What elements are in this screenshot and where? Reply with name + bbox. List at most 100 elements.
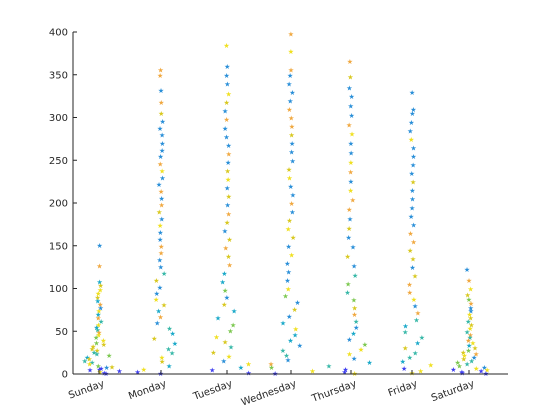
data-point: ★ (106, 352, 112, 360)
data-point: ★ (412, 273, 418, 281)
data-point: ★ (473, 365, 479, 373)
data-point: ★ (348, 178, 354, 186)
data-point: ★ (224, 294, 230, 302)
data-point: ★ (467, 286, 473, 294)
data-point: ★ (410, 162, 416, 170)
data-point: ★ (95, 362, 101, 370)
data-point: ★ (346, 336, 352, 344)
data-point: ★ (157, 284, 163, 292)
y-tick-label: 250 (49, 156, 68, 167)
data-point: ★ (468, 304, 474, 312)
data-point: ★ (224, 80, 230, 88)
data-point: ★ (344, 253, 350, 261)
data-point: ★ (461, 352, 467, 360)
data-point: ★ (410, 144, 416, 152)
plot-area: ★ ★ ★ ★ ★ ★ ★ ★ ★ ★ ★ ★ ★ ★ ★ ★ ★ ★ ★ ★ ★ ★ ★ ★ ★ ★ ★ ★ ★ ★ ★ ★ ★ ★ ★ ★ ★ ★ ★ ★… (82, 31, 491, 378)
data-point: ★ (221, 270, 227, 278)
data-point: ★ (410, 256, 416, 264)
data-point: ★ (465, 337, 471, 345)
data-point: ★ (351, 297, 357, 305)
data-point: ★ (290, 191, 296, 199)
data-point: ★ (245, 361, 251, 369)
data-point: ★ (91, 349, 97, 357)
data-point: ★ (159, 147, 165, 155)
data-point: ★ (97, 301, 103, 309)
data-point: ★ (402, 345, 408, 353)
data-point: ★ (348, 112, 354, 120)
series-monday: ★★★★★★★★★★★★★★★★★★★★★★★★★★★★★★★★★★★★★★★★… (135, 67, 178, 379)
data-point: ★ (410, 221, 416, 229)
data-point: ★ (159, 358, 165, 366)
data-point: ★ (100, 337, 106, 345)
data-point: ★ (225, 210, 231, 218)
data-point: ★ (468, 357, 474, 365)
data-point: ★ (230, 321, 236, 329)
data-point: ★ (166, 362, 172, 370)
data-point: ★ (407, 230, 413, 238)
y-tick-label: 200 (49, 199, 68, 210)
data-point: ★ (96, 242, 102, 250)
data-point: ★ (413, 316, 419, 324)
data-point: ★ (348, 140, 354, 148)
data-point: ★ (101, 341, 107, 349)
data-point: ★ (465, 318, 471, 326)
data-point: ★ (287, 337, 293, 345)
data-point: ★ (351, 355, 357, 363)
data-point: ★ (348, 93, 354, 101)
data-point: ★ (401, 365, 407, 373)
data-point: ★ (409, 89, 415, 97)
data-point: ★ (415, 309, 421, 317)
data-point: ★ (226, 353, 232, 361)
data-point: ★ (159, 354, 165, 362)
data-point: ★ (284, 277, 290, 285)
data-point: ★ (156, 181, 162, 189)
data-point: ★ (159, 168, 165, 176)
data-point: ★ (409, 170, 415, 178)
data-point: ★ (159, 140, 165, 148)
data-point: ★ (408, 213, 414, 221)
x-tick-label-wednesday: Wednesday (240, 378, 298, 408)
data-point: ★ (97, 304, 103, 312)
data-point: ★ (470, 339, 476, 347)
data-point: ★ (157, 67, 163, 75)
data-point: ★ (471, 354, 477, 362)
data-point: ★ (345, 280, 351, 288)
data-point: ★ (157, 314, 163, 322)
data-point: ★ (159, 174, 165, 182)
data-point: ★ (292, 332, 298, 340)
data-point: ★ (226, 150, 232, 158)
data-point: ★ (268, 361, 274, 369)
data-point: ★ (288, 31, 294, 39)
data-point: ★ (219, 279, 225, 287)
data-point: ★ (153, 277, 159, 285)
data-point: ★ (224, 219, 230, 227)
data-point: ★ (464, 328, 470, 336)
data-point: ★ (89, 345, 95, 353)
data-point: ★ (224, 185, 230, 193)
data-point: ★ (410, 106, 416, 114)
data-point: ★ (222, 108, 228, 116)
data-point: ★ (97, 279, 103, 287)
data-point: ★ (417, 368, 423, 376)
data-point: ★ (159, 195, 165, 203)
data-point: ★ (98, 318, 104, 326)
data-point: ★ (350, 197, 356, 205)
data-point: ★ (346, 351, 352, 359)
data-point: ★ (96, 366, 102, 374)
data-point: ★ (484, 367, 490, 375)
data-point: ★ (352, 304, 358, 312)
data-point: ★ (481, 364, 487, 372)
data-point: ★ (326, 362, 332, 370)
data-point: ★ (468, 300, 474, 308)
data-point: ★ (82, 357, 88, 365)
data-point: ★ (464, 266, 470, 274)
data-point: ★ (222, 227, 228, 235)
series-sunday: ★★★★★★★★★★★★★★★★★★★★ ★★ ★★★★★★ ★★★★ ★★ ★ ★★★★★… (82, 242, 123, 378)
data-point: ★ (290, 234, 296, 242)
data-point: ★ (402, 328, 408, 336)
data-point: ★ (95, 298, 101, 306)
data-point: ★ (268, 364, 274, 372)
data-point: ★ (353, 324, 359, 332)
data-point: ★ (289, 89, 295, 97)
data-point: ★ (286, 174, 292, 182)
